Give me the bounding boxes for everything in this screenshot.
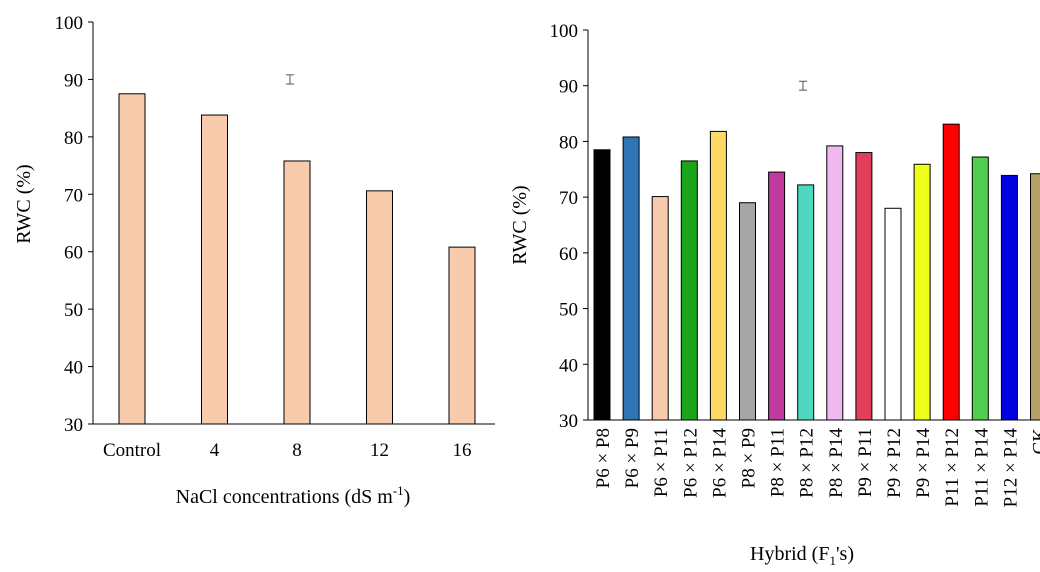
hybrid-y-axis-title: RWC (%)	[509, 185, 531, 264]
l-x-tick-label: 4	[210, 440, 220, 461]
l-y-tick-label: 40	[64, 358, 83, 379]
r-bar	[768, 171, 786, 421]
r-x-tick-label: P8 × P12	[797, 428, 818, 498]
r-x-tick-label: P6 × P11	[651, 428, 672, 497]
r-x-tick-label: P8 × P9	[739, 428, 760, 488]
r-x-tick-label: P12 × P14	[1000, 428, 1021, 508]
r-bar	[884, 207, 902, 421]
r-bar	[855, 152, 873, 421]
r-bar	[622, 136, 640, 421]
r-x-tick-label: P8 × P11	[768, 428, 789, 497]
r-bar	[971, 156, 989, 421]
r-x-tick-label: P11 × P12	[942, 428, 963, 507]
l-y-tick-label: 30	[64, 415, 83, 436]
l-y-tick-label: 100	[55, 13, 84, 34]
hybrid-x-axis-title-tail: 's)	[836, 543, 854, 565]
nacl-x-axis-title-sup: -1	[393, 483, 404, 498]
r-y-tick-label: 70	[559, 188, 578, 209]
l-bar	[366, 190, 393, 425]
hybrid-x-axis-title-sub: 1	[829, 553, 836, 568]
r-bar	[1000, 174, 1018, 421]
r-bar	[651, 196, 669, 421]
r-x-tick-label: CK	[1030, 428, 1040, 455]
r-y-tick-label: 30	[559, 411, 578, 432]
r-bar	[942, 123, 960, 421]
r-y-tick-label: 80	[559, 132, 578, 153]
l-y-tick-label: 50	[64, 300, 83, 321]
r-bar	[913, 163, 931, 421]
l-y-tick-label: 70	[64, 185, 83, 206]
r-bar	[1030, 173, 1040, 421]
r-y-tick-label: 40	[559, 355, 578, 376]
r-y-tick-label: 90	[559, 77, 578, 98]
l-bar	[448, 246, 476, 425]
l-bar	[201, 114, 228, 425]
r-x-tick-label: P6 × P14	[709, 428, 730, 498]
hybrid-x-axis-title: Hybrid (F1's)	[750, 543, 854, 568]
r-bar	[739, 202, 756, 421]
r-x-tick-label: P6 × P9	[622, 428, 643, 488]
r-x-tick-label: P9 × P11	[855, 428, 876, 497]
l-x-tick-label: Control	[103, 440, 161, 461]
l-y-tick-label: 60	[64, 243, 83, 264]
l-bar	[118, 93, 146, 425]
nacl-x-axis-title: NaCl concentrations (dS m-1)	[176, 483, 411, 508]
r-bar	[797, 184, 815, 421]
r-x-tick-label: P11 × P14	[971, 428, 992, 507]
r-y-tick-label: 60	[559, 244, 578, 265]
r-bar	[709, 130, 727, 421]
hybrid-chart: 30 40 50 60 70 80 90 100 P6 × P8 P6 × P9 P6 × P11…	[509, 21, 1040, 568]
r-bar	[593, 149, 611, 421]
nacl-x-axis-title-main: NaCl concentrations (dS m	[176, 486, 394, 508]
r-y-tick-label: 50	[559, 300, 578, 321]
r-x-tick-label: P6 × P8	[593, 428, 614, 488]
l-y-tick-label: 80	[64, 128, 83, 149]
r-bar	[826, 145, 844, 421]
l-y-tick-label: 90	[64, 70, 83, 91]
r-y-tick-label: 100	[550, 21, 579, 42]
r-x-tick-label: P9 × P12	[884, 428, 905, 498]
r-x-tick-label: P8 × P14	[826, 428, 847, 498]
l-x-tick-label: 12	[370, 440, 389, 461]
l-bar	[283, 160, 311, 425]
nacl-x-axis-title-tail: )	[404, 486, 411, 508]
l-x-tick-label: 8	[292, 440, 302, 461]
r-x-tick-label: P6 × P12	[680, 428, 701, 498]
l-x-tick-label: 16	[453, 440, 472, 461]
hybrid-x-axis-title-main: Hybrid (F	[750, 543, 829, 565]
r-x-tick-label: P9 × P14	[913, 428, 934, 498]
r-bar	[680, 160, 698, 421]
nacl-y-axis-title: RWC (%)	[13, 164, 35, 243]
